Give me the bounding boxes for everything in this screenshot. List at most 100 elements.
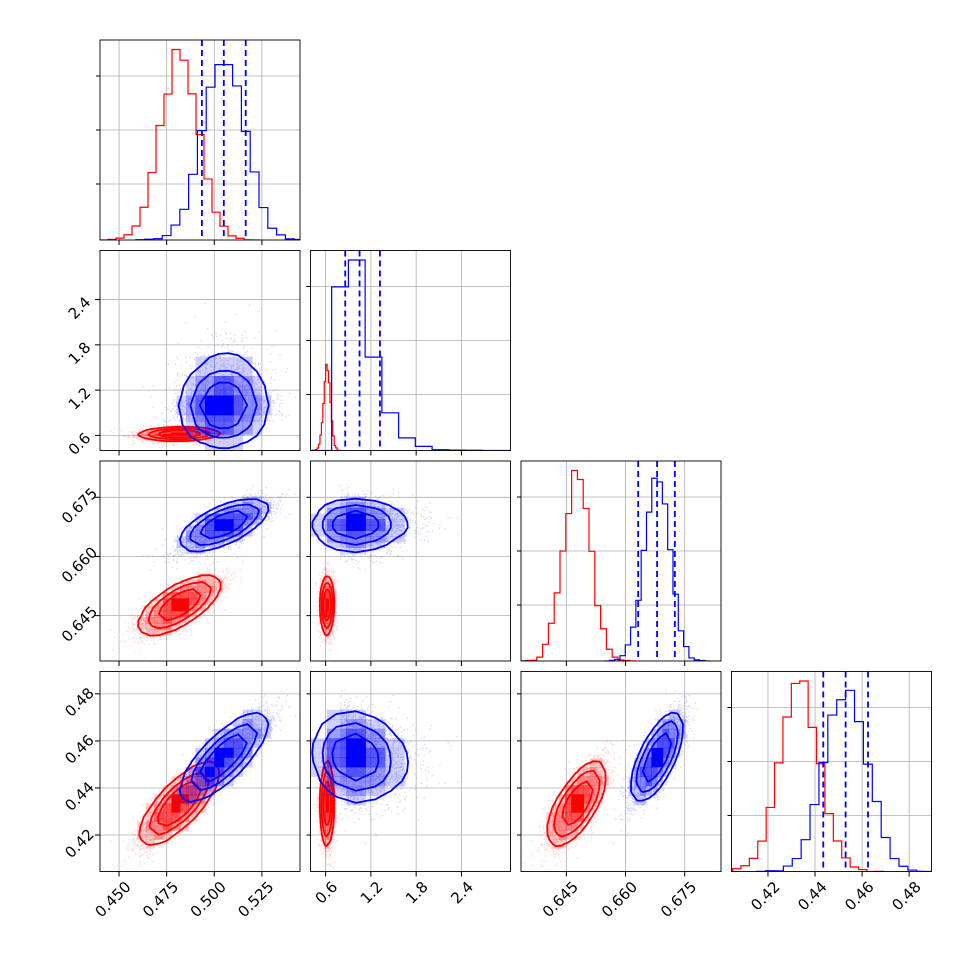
density-cell-0 bbox=[180, 803, 189, 813]
density-cell-0 bbox=[154, 803, 164, 813]
density-cell-0 bbox=[197, 776, 207, 786]
y-tick-label: 0.675 bbox=[58, 484, 101, 527]
density-cell-1 bbox=[186, 766, 196, 777]
density-cell-0 bbox=[577, 821, 585, 831]
density-cell-0 bbox=[327, 598, 330, 605]
contour-1-3 bbox=[178, 711, 270, 803]
density-cell-0 bbox=[180, 617, 189, 624]
density-cell-0 bbox=[324, 610, 326, 618]
density-cell-1 bbox=[668, 709, 675, 720]
density-cell-0 bbox=[137, 623, 147, 630]
density-cell-1 bbox=[233, 414, 244, 435]
density-cell-1 bbox=[195, 414, 206, 435]
contour-0-3 bbox=[137, 574, 222, 637]
density-cell-1 bbox=[214, 434, 225, 451]
density-cell-1 bbox=[242, 376, 253, 396]
contour-0-2 bbox=[320, 770, 334, 838]
panel-frame bbox=[310, 460, 511, 662]
density-cell-0 bbox=[137, 432, 147, 435]
density-cell-1 bbox=[645, 766, 652, 777]
panel-2-0 bbox=[95, 460, 301, 666]
density-cell-1 bbox=[326, 541, 347, 549]
density-cell-0 bbox=[162, 812, 172, 822]
density-cell-0 bbox=[197, 430, 207, 433]
density-cell-0 bbox=[589, 794, 597, 804]
density-cell-1 bbox=[223, 728, 234, 739]
density-cell-1 bbox=[326, 536, 347, 543]
density-cell-1 bbox=[252, 719, 262, 730]
histogram-1 bbox=[756, 689, 932, 872]
contour-1-1 bbox=[199, 381, 249, 430]
density-cell-0 bbox=[327, 821, 330, 831]
density-cell-1 bbox=[365, 524, 386, 531]
density-cell-1 bbox=[346, 766, 366, 777]
density-cell-1 bbox=[310, 738, 328, 749]
density-cell-0 bbox=[328, 767, 331, 777]
y-tick-label: 0.46 bbox=[61, 731, 97, 767]
density-cell-1 bbox=[204, 434, 215, 451]
x-tick-label: 0.645 bbox=[539, 878, 582, 921]
density-cell-1 bbox=[223, 519, 234, 526]
density-cell-1 bbox=[346, 524, 366, 531]
density-cell-0 bbox=[327, 776, 330, 786]
density-cell-1 bbox=[204, 785, 215, 796]
density-cell-1 bbox=[634, 776, 641, 787]
density-cell-0 bbox=[188, 433, 198, 436]
density-cell-1 bbox=[346, 709, 366, 720]
density-cell-1 bbox=[668, 757, 675, 768]
panel-3-3 bbox=[727, 671, 932, 877]
density-cell-0 bbox=[583, 785, 591, 795]
panel-frame bbox=[520, 460, 722, 662]
density-cell-1 bbox=[640, 776, 647, 787]
density-cell-0 bbox=[180, 579, 189, 587]
contour-0-1 bbox=[561, 780, 594, 826]
density-cell-0 bbox=[214, 585, 224, 593]
density-cell-1 bbox=[651, 776, 658, 787]
x-tick-label: 0.675 bbox=[657, 878, 700, 921]
density-cell-1 bbox=[657, 776, 664, 787]
density-cell-0 bbox=[325, 821, 328, 831]
density-cell-1 bbox=[252, 502, 262, 509]
density-cell-0 bbox=[328, 830, 331, 840]
density-cell-0 bbox=[154, 435, 164, 438]
density-cell-0 bbox=[328, 617, 331, 624]
density-cell-1 bbox=[365, 757, 386, 768]
density-cell-0 bbox=[137, 830, 147, 840]
x-tick-label: 0.500 bbox=[187, 878, 230, 921]
density-cell-1 bbox=[204, 524, 215, 531]
density-cell-1 bbox=[214, 728, 225, 739]
density-cell-0 bbox=[327, 610, 330, 618]
density-cell-0 bbox=[324, 776, 326, 786]
density-cell-1 bbox=[214, 376, 225, 396]
x-tick-label: 0.450 bbox=[92, 878, 135, 921]
density-cell-0 bbox=[571, 830, 578, 840]
density-cell-0 bbox=[180, 776, 189, 786]
density-cell-1 bbox=[310, 524, 328, 531]
density-cell-1 bbox=[326, 502, 347, 509]
panel-frame bbox=[310, 671, 511, 872]
panel-1-1 bbox=[306, 250, 511, 456]
density-cell-1 bbox=[326, 728, 347, 739]
density-cell-0 bbox=[162, 785, 172, 795]
density-cell-1 bbox=[662, 747, 669, 758]
density-cell-0 bbox=[571, 803, 578, 813]
density-cell-0 bbox=[327, 812, 330, 822]
density-cell-1 bbox=[214, 395, 225, 416]
density-cell-0 bbox=[180, 812, 189, 822]
contour-1-2 bbox=[635, 720, 679, 793]
density-cell-1 bbox=[233, 519, 244, 526]
density-cell-1 bbox=[674, 719, 681, 730]
density-cell-1 bbox=[346, 519, 366, 526]
density-cell-1 bbox=[242, 414, 253, 435]
y-tick-label: 0.645 bbox=[58, 603, 101, 646]
density-cell-0 bbox=[552, 821, 560, 831]
density-cell-1 bbox=[223, 757, 234, 768]
density-cell-1 bbox=[242, 728, 253, 739]
density-cell-1 bbox=[365, 728, 386, 739]
density-cell-1 bbox=[326, 747, 347, 758]
density-cell-1 bbox=[214, 530, 225, 537]
density-cell-1 bbox=[204, 513, 215, 520]
density-cell-0 bbox=[154, 438, 164, 441]
y-tick-label: 0.42 bbox=[61, 825, 97, 861]
density-cell-0 bbox=[552, 803, 560, 813]
